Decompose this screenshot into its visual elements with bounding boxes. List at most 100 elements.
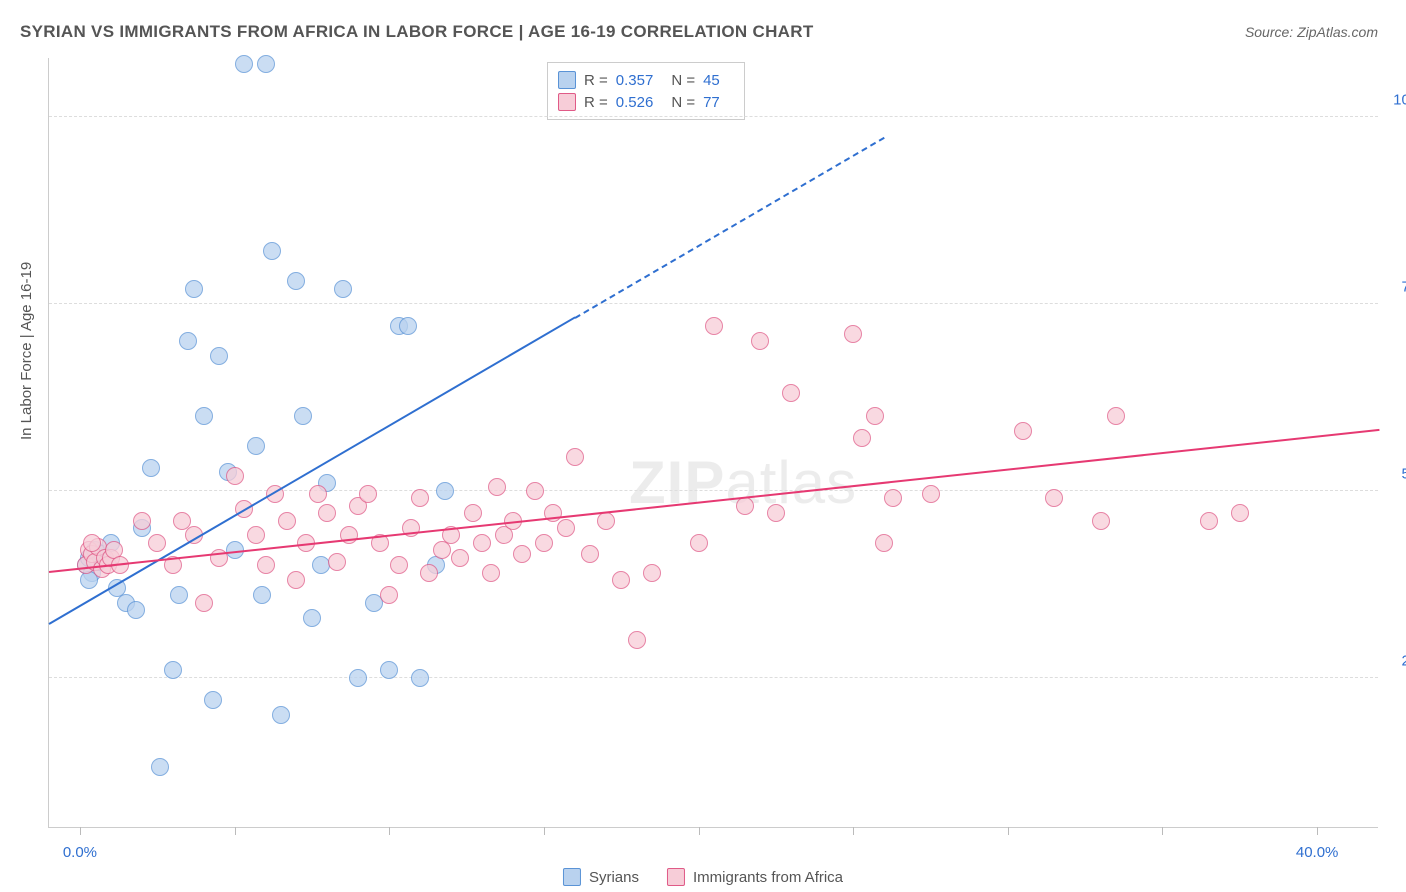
x-tick-label: 40.0% (1296, 844, 1339, 861)
legend-row: R =0.526N =77 (558, 91, 730, 113)
scatter-point (142, 459, 160, 477)
legend-r-value: 0.526 (616, 94, 654, 111)
scatter-point (294, 407, 312, 425)
legend-swatch (563, 868, 581, 886)
legend-swatch (558, 93, 576, 111)
scatter-point (247, 526, 265, 544)
y-axis-label: In Labor Force | Age 16-19 (18, 262, 35, 440)
scatter-point (535, 534, 553, 552)
trend-line (574, 137, 884, 319)
legend-item: Syrians (563, 868, 639, 886)
scatter-point (1092, 512, 1110, 530)
scatter-point (257, 55, 275, 73)
scatter-point (1200, 512, 1218, 530)
scatter-point (526, 482, 544, 500)
legend-swatch (667, 868, 685, 886)
x-tick (699, 827, 700, 835)
scatter-point (334, 280, 352, 298)
scatter-point (272, 706, 290, 724)
scatter-point (309, 485, 327, 503)
scatter-point (844, 325, 862, 343)
correlation-legend: R =0.357N =45R =0.526N =77 (547, 62, 745, 120)
scatter-point (151, 758, 169, 776)
scatter-point (226, 467, 244, 485)
scatter-point (488, 478, 506, 496)
scatter-point (83, 534, 101, 552)
scatter-point (1107, 407, 1125, 425)
gridline (49, 303, 1378, 304)
scatter-point (884, 489, 902, 507)
scatter-point (278, 512, 296, 530)
scatter-point (173, 512, 191, 530)
legend-n-value: 45 (703, 72, 720, 89)
gridline (49, 116, 1378, 117)
x-tick (389, 827, 390, 835)
scatter-point (628, 631, 646, 649)
scatter-point (148, 534, 166, 552)
x-tick-label: 0.0% (63, 844, 97, 861)
scatter-point (866, 407, 884, 425)
y-tick-label: 75.0% (1384, 278, 1406, 295)
x-tick (544, 827, 545, 835)
scatter-point (247, 437, 265, 455)
scatter-point (1231, 504, 1249, 522)
scatter-point (513, 545, 531, 563)
scatter-point (411, 669, 429, 687)
x-tick (1162, 827, 1163, 835)
scatter-point (380, 586, 398, 604)
scatter-point (164, 661, 182, 679)
x-tick (80, 827, 81, 835)
scatter-point (127, 601, 145, 619)
scatter-point (287, 571, 305, 589)
scatter-point (451, 549, 469, 567)
scatter-point (875, 534, 893, 552)
legend-r-label: R = (584, 94, 608, 111)
gridline (49, 490, 1378, 491)
scatter-point (340, 526, 358, 544)
scatter-plot: ZIPatlas R =0.357N =45R =0.526N =77 25.0… (48, 58, 1378, 828)
scatter-point (767, 504, 785, 522)
scatter-point (380, 661, 398, 679)
legend-n-label: N = (671, 72, 695, 89)
scatter-point (179, 332, 197, 350)
scatter-point (411, 489, 429, 507)
legend-series-label: Syrians (589, 869, 639, 886)
scatter-point (922, 485, 940, 503)
scatter-point (195, 594, 213, 612)
scatter-point (399, 317, 417, 335)
scatter-point (643, 564, 661, 582)
x-tick (1317, 827, 1318, 835)
scatter-point (287, 272, 305, 290)
scatter-point (257, 556, 275, 574)
scatter-point (359, 485, 377, 503)
y-tick-label: 25.0% (1384, 652, 1406, 669)
legend-n-label: N = (671, 94, 695, 111)
scatter-point (464, 504, 482, 522)
scatter-point (253, 586, 271, 604)
scatter-point (557, 519, 575, 537)
legend-item: Immigrants from Africa (667, 868, 843, 886)
x-tick (853, 827, 854, 835)
scatter-point (328, 553, 346, 571)
scatter-point (690, 534, 708, 552)
scatter-point (210, 347, 228, 365)
scatter-point (263, 242, 281, 260)
gridline (49, 677, 1378, 678)
x-tick (235, 827, 236, 835)
y-tick-label: 100.0% (1384, 91, 1406, 108)
scatter-point (705, 317, 723, 335)
x-tick (1008, 827, 1009, 835)
scatter-point (185, 280, 203, 298)
scatter-point (482, 564, 500, 582)
scatter-point (1014, 422, 1032, 440)
legend-r-label: R = (584, 72, 608, 89)
chart-title: SYRIAN VS IMMIGRANTS FROM AFRICA IN LABO… (20, 22, 814, 42)
legend-row: R =0.357N =45 (558, 69, 730, 91)
scatter-point (195, 407, 213, 425)
scatter-point (1045, 489, 1063, 507)
scatter-point (318, 504, 336, 522)
scatter-point (436, 482, 454, 500)
scatter-point (612, 571, 630, 589)
scatter-point (782, 384, 800, 402)
legend-swatch (558, 71, 576, 89)
